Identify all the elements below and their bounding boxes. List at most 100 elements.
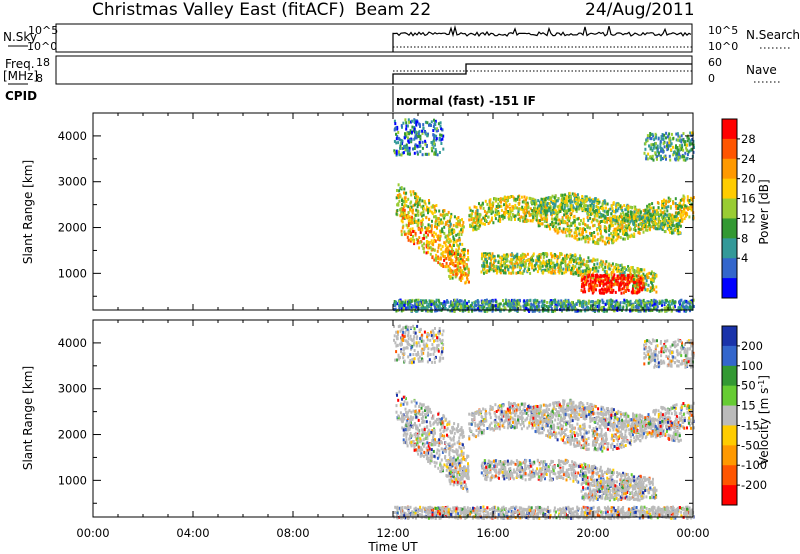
echo-cell xyxy=(481,255,483,259)
echo-cell xyxy=(573,303,576,307)
echo-cell xyxy=(657,137,660,141)
echo-cell xyxy=(620,205,623,209)
echo-cell xyxy=(488,269,491,273)
echo-cell xyxy=(564,228,567,232)
echo-cell xyxy=(585,305,588,309)
echo-cell xyxy=(425,251,428,255)
echo-cell xyxy=(564,301,567,305)
echo-cell xyxy=(602,206,605,210)
echo-cell xyxy=(512,266,515,270)
echo-cell xyxy=(689,301,692,304)
echo-cell xyxy=(675,157,678,160)
echo-cell xyxy=(635,269,638,273)
echo-cell xyxy=(565,257,568,260)
echo-cell xyxy=(464,281,467,285)
echo-cell xyxy=(439,133,442,137)
echo-cell xyxy=(397,203,400,207)
echo-cell xyxy=(584,301,587,304)
echo-cell xyxy=(543,199,546,203)
echo-cell xyxy=(637,215,640,219)
echo-cell xyxy=(519,261,522,265)
echo-cell xyxy=(452,244,455,247)
colorbar-swatch xyxy=(722,238,737,259)
echo-cell xyxy=(497,265,500,269)
echo-cell xyxy=(430,141,433,144)
echo-cell xyxy=(613,227,616,231)
echo-cell xyxy=(565,203,568,207)
echo-cell xyxy=(670,227,673,231)
echo-cell xyxy=(417,221,420,225)
echo-cell xyxy=(654,276,657,280)
echo-cell xyxy=(629,275,632,279)
echo-cell xyxy=(608,229,611,232)
echo-cell xyxy=(639,299,642,303)
echo-cell xyxy=(665,157,667,161)
echo-cell xyxy=(682,213,685,217)
echo-cell xyxy=(640,281,643,285)
echo-cell xyxy=(522,259,525,263)
echo-cell xyxy=(610,237,613,241)
echo-cell xyxy=(611,238,614,242)
echo-cell xyxy=(555,218,558,222)
echo-cell xyxy=(462,264,465,268)
echo-cell xyxy=(625,206,628,209)
echo-cell xyxy=(409,227,412,231)
echo-cell xyxy=(610,232,613,236)
echo-cell xyxy=(478,215,481,219)
echo-cell xyxy=(407,229,410,233)
echo-cell xyxy=(444,241,447,245)
echo-cell xyxy=(476,212,479,216)
echo-cell xyxy=(630,215,633,219)
echo-cell xyxy=(511,307,514,311)
echo-cell xyxy=(480,305,483,309)
echo-cell xyxy=(644,309,647,313)
colorbar-tick-label: 24 xyxy=(741,152,756,166)
colorbar-frame xyxy=(721,118,738,299)
echo-cell xyxy=(674,157,677,161)
echo-cell xyxy=(610,204,613,208)
echo-cell xyxy=(399,304,402,308)
echo-cell xyxy=(638,289,641,293)
echo-cell xyxy=(543,262,546,266)
echo-cell xyxy=(619,282,622,286)
echo-cell xyxy=(561,216,564,220)
echo-cell xyxy=(406,149,409,153)
echo-cell xyxy=(420,221,423,225)
echo-cell xyxy=(677,211,680,215)
echo-cell xyxy=(458,222,461,226)
echo-cell xyxy=(587,264,590,268)
echo-cell xyxy=(396,127,399,131)
echo-cell xyxy=(611,277,614,281)
echo-cell xyxy=(687,200,690,204)
echo-cell xyxy=(605,270,608,274)
echo-cell xyxy=(432,235,435,239)
echo-cell xyxy=(395,132,397,136)
echo-cell xyxy=(644,288,647,292)
echo-cell xyxy=(459,254,461,258)
echo-cell xyxy=(479,213,482,217)
echo-cell xyxy=(566,227,569,231)
echo-cell xyxy=(672,217,675,220)
echo-cell xyxy=(496,267,499,271)
echo-cell xyxy=(447,224,450,228)
echo-cell xyxy=(674,202,677,206)
echo-cell xyxy=(655,302,658,306)
echo-cell xyxy=(671,218,674,222)
echo-cell xyxy=(505,201,507,205)
echo-cell xyxy=(640,305,643,309)
echo-cell xyxy=(627,210,630,214)
echo-cell xyxy=(467,249,469,253)
echo-cell xyxy=(509,208,512,212)
echo-cell xyxy=(428,201,431,205)
echo-cell xyxy=(449,301,452,305)
echo-cell xyxy=(663,145,666,149)
echo-cell xyxy=(635,299,638,303)
echo-cell xyxy=(643,309,646,313)
echo-cell xyxy=(664,222,666,226)
echo-cell xyxy=(456,305,459,309)
echo-cell xyxy=(573,254,575,258)
echo-cell xyxy=(522,263,525,267)
echo-cell xyxy=(509,195,512,199)
power-data-cells xyxy=(393,118,695,313)
echo-cell xyxy=(513,306,516,310)
